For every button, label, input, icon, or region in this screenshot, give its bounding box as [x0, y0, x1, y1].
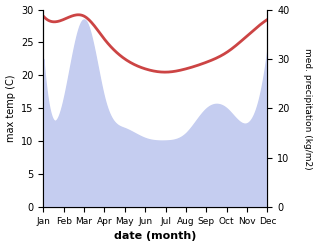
X-axis label: date (month): date (month)	[114, 231, 197, 242]
Y-axis label: max temp (C): max temp (C)	[5, 75, 16, 142]
Y-axis label: med. precipitation (kg/m2): med. precipitation (kg/m2)	[303, 48, 313, 169]
